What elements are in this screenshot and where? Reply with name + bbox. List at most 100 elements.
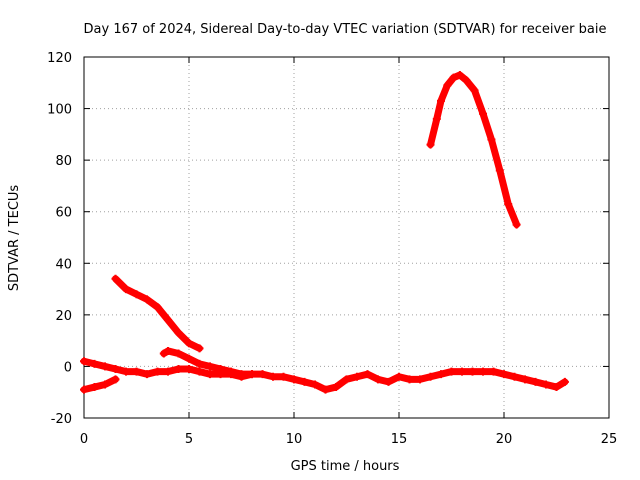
data-point	[122, 367, 130, 376]
data-point	[185, 365, 193, 374]
data-point	[342, 375, 351, 384]
series-arc-4	[80, 357, 569, 394]
data-point	[174, 365, 183, 374]
data-point	[462, 76, 471, 85]
data-point	[248, 370, 256, 379]
data-point	[426, 372, 435, 381]
data-point	[258, 370, 267, 379]
axis-ticks: 0 5 10 15 20 25 -20 0 20 40 60 80 100 120	[47, 51, 617, 447]
data-point	[153, 367, 162, 376]
data-point	[395, 372, 403, 381]
data-point	[332, 383, 340, 392]
data-point	[495, 166, 504, 175]
data-point	[447, 367, 456, 376]
y-tick-label: 60	[55, 206, 72, 221]
data-point	[111, 375, 120, 384]
data-point	[195, 367, 204, 376]
chart-title: Day 167 of 2024, Sidereal Day-to-day VTE…	[84, 22, 607, 37]
data-point	[174, 349, 183, 358]
plot-frame	[83, 56, 610, 419]
data-point	[101, 362, 109, 371]
data-point	[512, 220, 521, 229]
x-axis-title: GPS time / hours	[291, 459, 400, 474]
data-point	[185, 339, 193, 348]
data-point	[311, 380, 319, 389]
data-point	[269, 372, 277, 381]
data-point	[195, 359, 204, 368]
data-point	[143, 370, 151, 379]
x-tick-label: 5	[185, 432, 193, 447]
data-point	[455, 71, 464, 80]
series-arc-2	[80, 375, 120, 394]
data-point	[426, 140, 435, 149]
data-point	[101, 380, 109, 389]
grid	[84, 57, 609, 418]
data-point	[353, 372, 361, 381]
x-tick-label: 20	[496, 432, 513, 447]
data-point	[470, 86, 479, 95]
data-point	[489, 367, 498, 376]
data-point	[384, 377, 393, 386]
data-point	[500, 370, 508, 379]
series-arc-5	[426, 71, 521, 229]
data-point	[206, 370, 214, 379]
y-tick-label: 120	[47, 51, 72, 66]
data-point	[487, 135, 496, 144]
data-point	[504, 199, 513, 208]
y-tick-label: 0	[64, 360, 72, 375]
series-arc-1	[111, 274, 204, 353]
data-point	[237, 372, 246, 381]
data-point	[374, 375, 382, 384]
data-point	[122, 285, 130, 294]
data-point	[90, 383, 99, 392]
data-point	[437, 370, 445, 379]
y-tick-label: 80	[55, 154, 72, 169]
series-band	[80, 375, 119, 394]
data-point	[185, 354, 193, 363]
x-tick-label: 10	[286, 432, 303, 447]
data-point	[300, 377, 309, 386]
data-point	[195, 344, 204, 353]
data-point	[363, 370, 372, 379]
data-point	[174, 328, 183, 337]
x-tick-label: 0	[80, 432, 88, 447]
data-point	[164, 367, 172, 376]
data-point	[531, 377, 540, 386]
series-markers	[80, 357, 569, 394]
data-point	[132, 290, 141, 299]
data-point	[279, 372, 288, 381]
data-point	[552, 383, 561, 392]
y-tick-label: 20	[55, 309, 72, 324]
data-point	[437, 96, 445, 105]
data-point	[432, 114, 441, 123]
series-markers	[111, 274, 204, 353]
data-point	[542, 380, 550, 389]
data-point	[164, 346, 172, 355]
y-axis-title: SDTVAR / TECUs	[7, 185, 22, 292]
y-tick-label: -20	[51, 412, 72, 427]
data-point	[80, 357, 88, 366]
data-point	[510, 372, 519, 381]
data-point	[479, 367, 487, 376]
x-tick-label: 25	[601, 432, 618, 447]
data-point	[111, 274, 120, 283]
data-point	[227, 370, 235, 379]
data-point	[111, 365, 120, 374]
data-series	[80, 71, 569, 394]
data-point	[443, 81, 452, 90]
data-point	[321, 385, 330, 394]
data-point	[90, 359, 99, 368]
data-point	[560, 377, 569, 386]
data-point	[164, 316, 172, 325]
data-point	[159, 349, 168, 358]
series-markers	[426, 71, 521, 229]
data-point	[216, 370, 225, 379]
y-tick-label: 100	[47, 103, 72, 118]
data-point	[290, 375, 298, 384]
data-point	[80, 385, 88, 394]
data-point	[206, 362, 214, 371]
x-tick-label: 15	[391, 432, 408, 447]
y-tick-label: 40	[55, 257, 72, 272]
data-point	[449, 73, 458, 82]
